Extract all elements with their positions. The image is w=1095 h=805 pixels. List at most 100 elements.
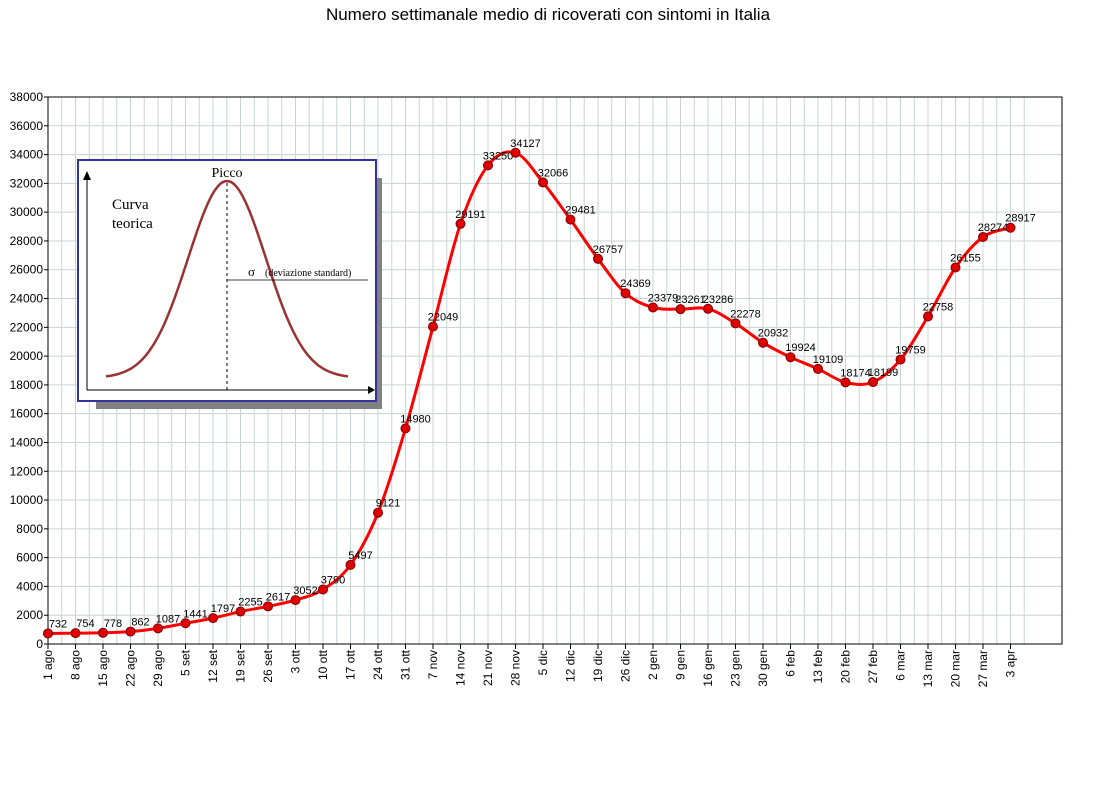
x-tick-label: 17 ott — [344, 649, 358, 680]
inset-x-arrow — [368, 386, 375, 394]
data-label: 28917 — [1005, 213, 1036, 225]
data-point — [373, 507, 383, 518]
x-tick-label: 6 mar — [894, 650, 908, 681]
y-tick-label: 24000 — [10, 292, 44, 306]
y-tick-label: 2000 — [16, 608, 43, 622]
data-label: 22278 — [730, 308, 761, 320]
data-point — [730, 318, 741, 329]
data-label: 28274 — [978, 222, 1009, 234]
inset-peak-label: Picco — [211, 166, 242, 181]
y-tick-label: 36000 — [10, 119, 44, 133]
data-label: 14980 — [400, 413, 431, 425]
data-label: 23261 — [675, 294, 706, 306]
data-label: 26757 — [593, 244, 624, 256]
data-point — [1005, 222, 1016, 233]
x-tick-label: 31 ott — [399, 649, 413, 680]
inset-sigma-label: (deviazione standard) — [265, 268, 351, 279]
data-point — [868, 377, 878, 388]
data-label: 18199 — [868, 367, 899, 379]
x-tick-label: 12 dic — [564, 650, 578, 682]
data-label: 26155 — [950, 253, 981, 265]
data-point — [98, 627, 108, 638]
x-tick-label: 19 set — [234, 649, 248, 682]
x-tick-label: 14 nov — [454, 650, 468, 686]
x-tick-label: 5 dic — [536, 650, 550, 675]
x-tick-label: 7 nov — [426, 650, 440, 679]
y-tick-label: 32000 — [10, 176, 44, 190]
y-tick-label: 26000 — [10, 263, 44, 277]
data-point — [840, 377, 851, 388]
data-label: 862 — [131, 617, 149, 629]
plot-frame — [47, 96, 1063, 645]
data-point — [235, 606, 246, 617]
x-tick-label: 30 gen — [756, 650, 770, 687]
data-point — [455, 218, 466, 229]
data-point — [208, 613, 218, 624]
data-label: 23286 — [703, 294, 734, 306]
data-point — [180, 618, 191, 629]
x-tick-label: 10 ott — [316, 649, 330, 680]
data-label: 754 — [76, 618, 94, 630]
data-point — [428, 321, 438, 332]
y-tick-label: 12000 — [10, 464, 44, 478]
data-label: 732 — [49, 618, 67, 630]
y-tick-label: 10000 — [10, 493, 44, 507]
data-point — [263, 601, 273, 612]
data-point — [950, 262, 961, 273]
data-point — [813, 363, 823, 374]
x-tick-label: 26 set — [261, 649, 275, 682]
x-tick-label: 28 nov — [509, 650, 523, 686]
data-label: 29191 — [455, 209, 486, 221]
data-point — [483, 160, 493, 171]
x-tick-label: 16 gen — [701, 650, 715, 687]
data-label: 2255 — [238, 597, 262, 609]
data-point — [593, 253, 603, 264]
data-point — [923, 311, 933, 322]
data-point — [318, 584, 328, 595]
x-tick-label: 3 ott — [289, 649, 303, 673]
y-tick-label: 4000 — [16, 579, 43, 593]
x-axis-ticks: 1 ago 8 ago 15 ago 22 ago 29 ago 5 set 12 set 1… — [41, 644, 1018, 687]
y-tick-label: 16000 — [10, 407, 44, 421]
y-tick-label: 20000 — [10, 349, 44, 363]
data-label: 24369 — [620, 278, 651, 290]
data-label: 9121 — [376, 498, 400, 510]
data-label: 20932 — [758, 328, 789, 340]
y-axis-ticks: 0 2000 4000 6000 8000 10000 12000 14000 16000 180… — [10, 90, 48, 651]
inset-sigma-symbol: σ — [248, 264, 255, 279]
data-label: 32066 — [538, 167, 569, 179]
data-label: 3790 — [321, 574, 345, 586]
data-label: 18174 — [840, 367, 871, 379]
x-tick-label: 13 mar — [921, 650, 935, 687]
data-label: 1087 — [156, 613, 180, 625]
x-tick-label: 19 dic — [591, 650, 605, 682]
x-tick-label: 22 ago — [124, 650, 138, 687]
y-tick-label: 38000 — [10, 90, 44, 104]
data-point — [400, 423, 411, 434]
y-tick-label: 14000 — [10, 435, 44, 449]
data-point — [675, 304, 686, 315]
inset-bell-curve — [105, 179, 349, 378]
x-tick-label: 5 set — [179, 649, 193, 676]
y-tick-label: 34000 — [10, 148, 44, 162]
data-label: 33250 — [483, 150, 514, 162]
data-point — [43, 628, 53, 639]
data-point — [703, 303, 713, 314]
x-tick-label: 1 ago — [41, 650, 55, 680]
x-tick-label: 29 ago — [151, 650, 165, 687]
x-tick-label: 27 mar — [976, 650, 990, 687]
chart-title: Numero settimanale medio di ricoverati c… — [326, 5, 771, 24]
data-label: 19759 — [895, 345, 926, 357]
data-label: 2617 — [266, 591, 290, 603]
inset-y-arrow — [83, 171, 91, 180]
y-tick-label: 30000 — [10, 205, 44, 219]
x-tick-label: 9 gen — [674, 650, 688, 680]
data-label: 22758 — [923, 301, 954, 313]
data-point — [785, 352, 796, 363]
data-label: 22049 — [428, 312, 459, 324]
y-tick-label: 18000 — [10, 378, 44, 392]
x-tick-label: 12 set — [206, 649, 220, 682]
data-label: 778 — [104, 618, 122, 630]
